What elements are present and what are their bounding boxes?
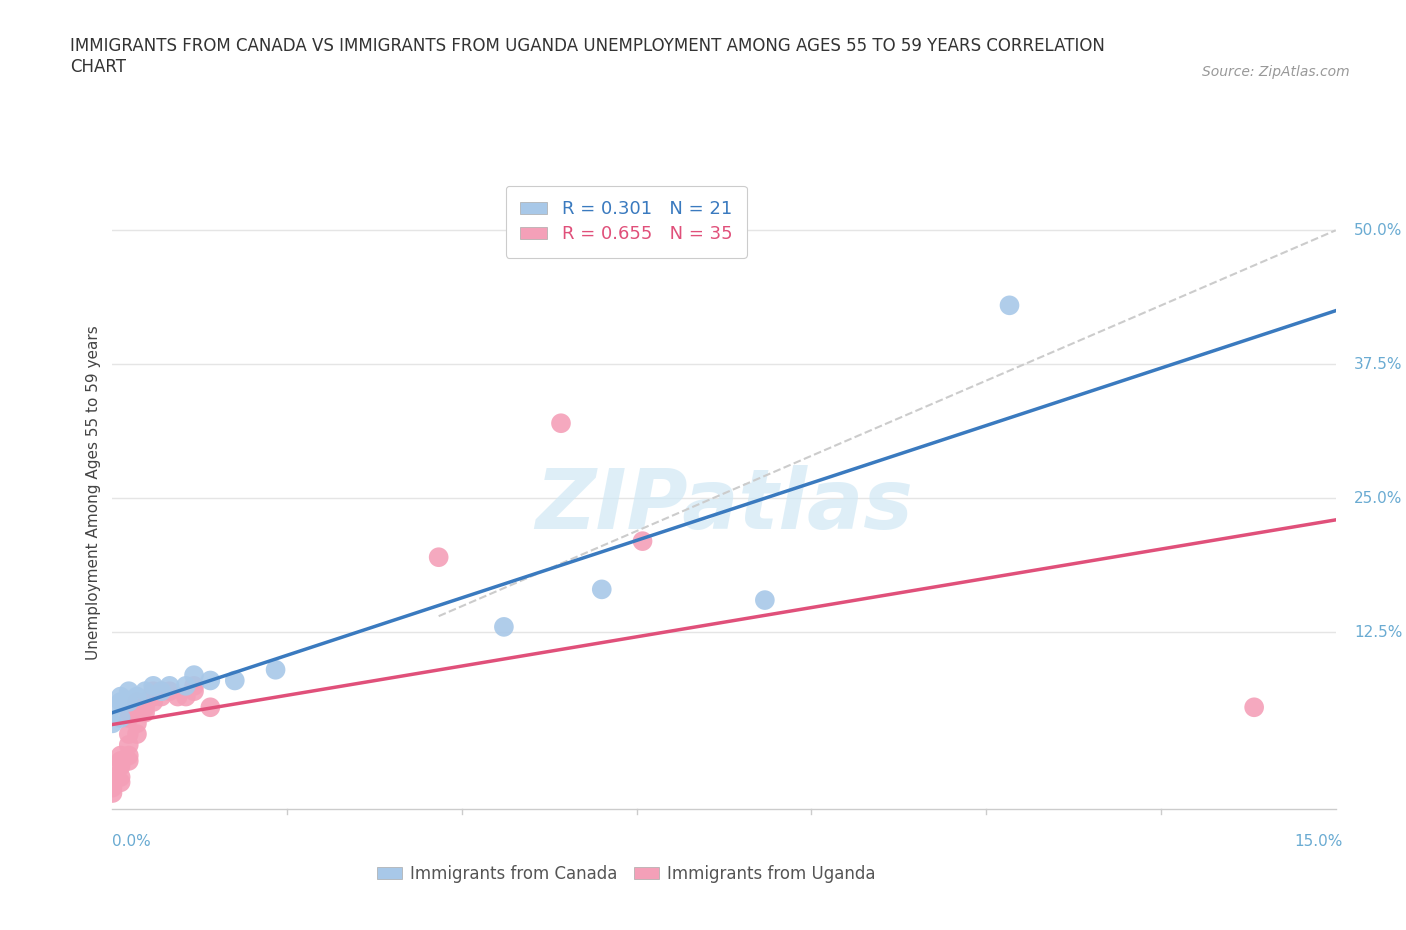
Point [183, 668, 205, 683]
Text: 15.0%: 15.0% [1295, 834, 1343, 849]
Point [174, 689, 197, 704]
Point [142, 678, 165, 693]
Point [118, 684, 141, 698]
Point [142, 689, 165, 704]
Point [183, 678, 205, 693]
Point [427, 550, 450, 565]
Text: 37.5%: 37.5% [1354, 357, 1402, 372]
Point [125, 716, 148, 731]
Point [118, 748, 141, 763]
Point [264, 662, 287, 677]
Point [110, 695, 132, 710]
Point [631, 534, 654, 549]
Point [591, 582, 613, 597]
Point [125, 695, 148, 710]
Point [492, 619, 515, 634]
Point [754, 592, 776, 607]
Point [134, 705, 156, 720]
Point [110, 753, 132, 768]
Point [200, 673, 222, 688]
Point [125, 726, 148, 741]
Point [118, 695, 141, 710]
Point [101, 780, 124, 795]
Point [110, 759, 132, 774]
Point [118, 737, 141, 752]
Point [125, 705, 148, 720]
Point [101, 769, 124, 784]
Text: 0.0%: 0.0% [112, 834, 152, 849]
Point [118, 753, 141, 768]
Legend: Immigrants from Canada, Immigrants from Uganda: Immigrants from Canada, Immigrants from … [370, 858, 883, 889]
Text: 25.0%: 25.0% [1354, 491, 1402, 506]
Text: 50.0%: 50.0% [1354, 223, 1402, 238]
Point [110, 711, 132, 725]
Point [159, 684, 181, 698]
Point [118, 711, 141, 725]
Point [110, 775, 132, 790]
Text: Source: ZipAtlas.com: Source: ZipAtlas.com [1202, 65, 1350, 79]
Point [134, 700, 156, 715]
Point [101, 700, 124, 715]
Point [118, 726, 141, 741]
Point [550, 416, 572, 431]
Point [110, 689, 132, 704]
Point [142, 684, 165, 698]
Point [134, 684, 156, 698]
Point [110, 748, 132, 763]
Text: ZIPatlas: ZIPatlas [536, 465, 912, 546]
Text: 12.5%: 12.5% [1354, 625, 1402, 640]
Point [174, 678, 197, 693]
Point [1243, 700, 1265, 715]
Point [125, 689, 148, 704]
Text: IMMIGRANTS FROM CANADA VS IMMIGRANTS FROM UGANDA UNEMPLOYMENT AMONG AGES 55 TO 5: IMMIGRANTS FROM CANADA VS IMMIGRANTS FRO… [70, 37, 1105, 76]
Point [998, 298, 1021, 312]
Y-axis label: Unemployment Among Ages 55 to 59 years: Unemployment Among Ages 55 to 59 years [86, 326, 101, 660]
Point [134, 695, 156, 710]
Point [224, 673, 246, 688]
Point [142, 695, 165, 710]
Point [150, 684, 173, 698]
Point [101, 786, 124, 801]
Point [110, 769, 132, 784]
Point [150, 689, 173, 704]
Point [101, 716, 124, 731]
Point [166, 689, 188, 704]
Point [150, 684, 173, 698]
Point [200, 700, 222, 715]
Point [159, 678, 181, 693]
Point [183, 684, 205, 698]
